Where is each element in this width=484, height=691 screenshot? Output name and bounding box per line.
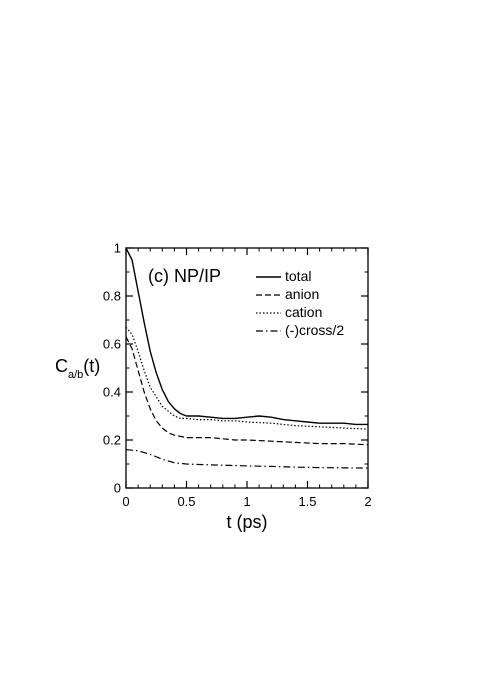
y-tick-label: 0.8 (103, 289, 121, 304)
y-tick-label: 0.6 (103, 337, 121, 352)
y-tick-label: 0 (114, 481, 121, 496)
panel-label: (c) NP/IP (148, 266, 221, 286)
y-tick-label: 0.2 (103, 433, 121, 448)
x-axis-title: t (ps) (226, 512, 267, 532)
y-axis-title-sub: a/b (68, 369, 83, 381)
y-axis-title-tail: (t) (83, 356, 100, 376)
ticks-layer: 0 0.5 1 1.5 2 0 0.2 0.4 0.6 0.8 1 (103, 241, 372, 510)
legend-label: anion (285, 286, 319, 302)
x-tick-label: 1.5 (298, 494, 316, 509)
legend-label: total (285, 268, 311, 284)
x-tick-label: 0.5 (177, 494, 195, 509)
x-tick-label: 1 (243, 494, 250, 509)
y-tick-label: 1 (114, 241, 121, 256)
legend-label: cation (285, 304, 322, 320)
x-tick-label: 2 (364, 494, 371, 509)
x-tick-label: 0 (122, 494, 129, 509)
series-line-total (125, 247, 368, 426)
legend-label: (-)cross/2 (285, 322, 344, 338)
y-axis-title-main: C (55, 356, 68, 376)
series-line-anion (125, 336, 369, 446)
series-layer (125, 247, 369, 469)
series-line-cross-2 (125, 449, 369, 469)
y-axis-title: Ca/b(t) (55, 356, 100, 381)
y-tick-label: 0.4 (103, 385, 121, 400)
series-line-cation (125, 326, 369, 430)
legend: total anion cation (-)cross/2 (256, 268, 344, 338)
